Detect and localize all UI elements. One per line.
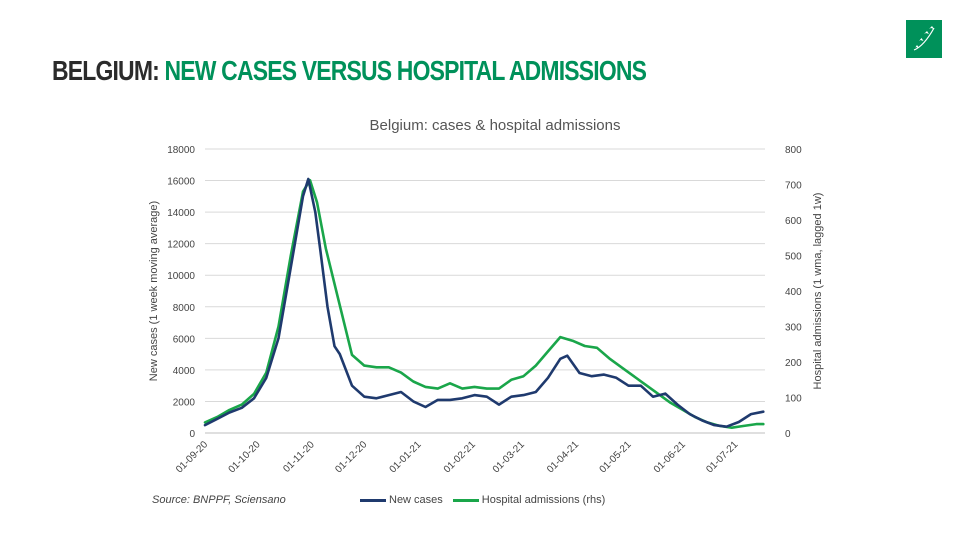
y-tick-label-left: 10000 (167, 271, 195, 282)
legend-swatch-new-cases (360, 498, 386, 502)
x-tick-label: 01-02-21 (442, 439, 478, 475)
y-tick-label-right: 300 (785, 323, 802, 334)
y-axis-title-right: Hospital admissions (1 wma, lagged 1w) (812, 193, 824, 390)
x-tick-label: 01-04-21 (545, 439, 581, 475)
slide-title-country: BELGIUM: (52, 55, 160, 86)
series-line-hospital-admissions (203, 178, 765, 430)
y-tick-label-right: 200 (785, 358, 802, 369)
y-tick-label-left: 4000 (173, 366, 196, 377)
x-tick-label: 01-01-21 (388, 439, 424, 475)
x-tick-label: 01-11-20 (281, 439, 317, 475)
y-tick-label-left: 0 (189, 429, 195, 440)
x-tick-label: 01-05-21 (598, 439, 634, 475)
legend-label-hospital-admissions: Hospital admissions (rhs) (481, 494, 606, 506)
y-tick-label-right: 600 (785, 216, 802, 227)
chart-title: Belgium: cases & hospital admissions (370, 117, 621, 134)
y-tick-label-right: 0 (785, 429, 791, 440)
legend-swatch-hospital-admissions (452, 498, 479, 502)
y-tick-label-left: 14000 (167, 208, 195, 219)
legend-item-hospital-admissions: Hospital admissions (rhs) (452, 494, 606, 506)
y-tick-label-left: 18000 (167, 145, 195, 156)
x-tick-label: 01-12-20 (333, 439, 369, 475)
chart-legend: New cases Hospital admissions (rhs) (360, 494, 605, 506)
y-tick-label-right: 400 (785, 287, 802, 298)
y-tick-label-left: 12000 (167, 240, 195, 251)
y-tick-label-left: 6000 (173, 334, 196, 345)
y-tick-label-right: 500 (785, 252, 802, 263)
x-tick-label: 01-10-20 (227, 439, 263, 475)
x-tick-label: 01-03-21 (491, 439, 527, 475)
slide-title-topic: NEW CASES VERSUS HOSPITAL ADMISSIONS (164, 55, 647, 86)
y-axis-title-left: New cases (1 week moving average) (148, 201, 160, 381)
slide-title: BELGIUM: NEW CASES VERSUS HOSPITAL ADMIS… (52, 54, 647, 88)
x-tick-label: 01-07-21 (704, 439, 740, 475)
legend-item-new-cases: New cases (360, 494, 443, 506)
y-tick-label-right: 800 (785, 145, 802, 156)
x-tick-label: 01-06-21 (652, 439, 688, 475)
series-line-new-cases (203, 177, 765, 429)
y-tick-label-left: 16000 (167, 177, 195, 188)
y-tick-label-left: 8000 (173, 303, 196, 314)
source-note: Source: BNPPF, Sciensano (152, 494, 286, 506)
bnp-paribas-stars-logo-icon (906, 20, 942, 58)
y-tick-label-right: 100 (785, 394, 802, 405)
y-tick-label-right: 700 (785, 181, 802, 192)
x-tick-label: 01-09-20 (174, 439, 210, 475)
legend-label-new-cases: New cases (389, 494, 443, 506)
y-tick-label-left: 2000 (173, 397, 196, 408)
